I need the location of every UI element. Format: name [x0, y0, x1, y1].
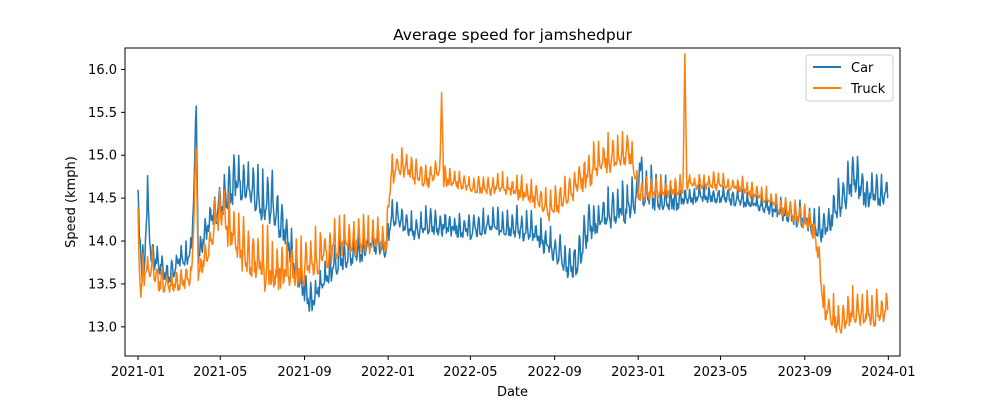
x-tick-label: 2022-05 [443, 365, 497, 380]
series-line-truck [137, 53, 889, 334]
series-line-car [137, 105, 889, 312]
x-tick-label: 2023-09 [778, 365, 832, 380]
x-tick-label: 2022-09 [527, 365, 581, 380]
y-tick-label: 16.0 [88, 63, 117, 78]
legend: Car Truck [805, 54, 894, 102]
x-axis-title: Date [497, 385, 528, 400]
x-tick-label: 2022-01 [361, 365, 415, 380]
y-tick-label: 14.0 [88, 235, 117, 250]
x-tick-label: 2021-01 [111, 365, 165, 380]
y-tick-label: 15.0 [88, 149, 117, 164]
x-tick-label: 2021-09 [277, 365, 331, 380]
chart-title: Average speed for jamshedpur [393, 26, 632, 44]
y-tick-label: 14.5 [88, 192, 117, 207]
y-tick-label: 13.5 [88, 277, 117, 292]
x-tick-label: 2024-01 [861, 365, 915, 380]
x-tick-label: 2023-05 [693, 365, 747, 380]
plot-frame [124, 47, 901, 357]
x-tick-label: 2023-01 [611, 365, 665, 380]
y-tick-label: 15.5 [88, 106, 117, 121]
y-axis-title: Speed (kmph) [64, 156, 79, 248]
y-tick-label: 13.0 [88, 320, 117, 335]
x-tick-label: 2021-05 [193, 365, 247, 380]
legend-label-truck: Truck [850, 82, 886, 97]
legend-label-car: Car [851, 61, 874, 76]
